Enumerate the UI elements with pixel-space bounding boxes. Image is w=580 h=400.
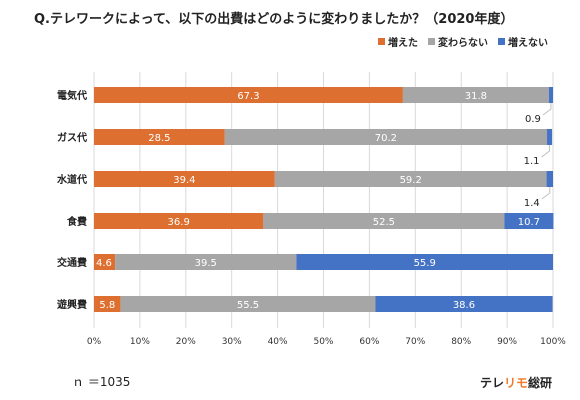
bar-5-2	[375, 296, 553, 312]
category-label-5: 遊興費	[57, 298, 87, 311]
bar-2-2	[546, 171, 553, 187]
data-label-1-0: 28.5	[148, 133, 170, 144]
data-label-5-1: 55.5	[237, 300, 259, 311]
legend: 増えた 変わらない 増えない	[378, 34, 548, 49]
bar-0-1	[402, 87, 549, 103]
callout-line-1	[541, 145, 551, 158]
bar-1-0	[94, 129, 225, 145]
legend-label-increased: 増えた	[388, 38, 418, 49]
callout-line-0	[542, 103, 552, 116]
bar-3-2	[504, 213, 554, 229]
category-label-2: 水道代	[56, 173, 87, 186]
legend-label-decreased: 増えない	[508, 38, 548, 49]
sample-size-note: ｎ ＝1035	[72, 375, 131, 389]
bar-5-1	[120, 296, 376, 312]
data-label-2-1: 59.2	[400, 175, 422, 186]
legend-item-decreased: 増えない	[498, 34, 548, 49]
data-label-4-0: 4.6	[96, 258, 112, 269]
category-label-3: 食費	[66, 215, 87, 228]
data-label-5-2: 38.6	[453, 300, 475, 311]
data-label-0-2: 0.9	[525, 114, 541, 125]
brand-part-3: 総研	[528, 376, 553, 390]
data-label-0-1: 31.8	[465, 91, 487, 102]
brand-logo: テレリモ総研	[480, 374, 552, 391]
x-tick-label-2: 20%	[176, 337, 196, 347]
bar-2-0	[94, 171, 275, 187]
category-label-0: 電気代	[57, 89, 87, 102]
data-label-3-1: 52.5	[373, 217, 395, 228]
bar-0-0	[94, 87, 403, 103]
bar-4-1	[115, 254, 297, 270]
legend-item-unchanged: 変わらない	[428, 34, 488, 49]
x-tick-label-5: 50%	[313, 337, 333, 347]
brand-part-2: リモ	[504, 376, 529, 390]
callout-line-2	[541, 187, 551, 200]
bar-2-1	[274, 171, 547, 187]
x-tick-label-0: 0%	[87, 337, 102, 347]
data-label-2-0: 39.4	[173, 175, 195, 186]
x-tick-label-1: 10%	[130, 337, 150, 347]
legend-swatch-unchanged	[428, 38, 435, 45]
data-label-1-1: 70.2	[375, 133, 397, 144]
legend-item-increased: 増えた	[378, 34, 418, 49]
bar-4-2	[296, 254, 553, 270]
category-label-4: 交通費	[57, 256, 87, 269]
legend-label-unchanged: 変わらない	[438, 38, 488, 49]
x-tick-label-8: 80%	[451, 337, 471, 347]
bar-4-0	[94, 254, 116, 270]
data-label-0-0: 67.3	[237, 91, 259, 102]
data-label-3-2: 10.7	[518, 217, 540, 228]
x-tick-label-3: 30%	[222, 337, 242, 347]
data-label-5-0: 5.8	[99, 300, 115, 311]
x-tick-label-6: 60%	[359, 337, 379, 347]
bar-1-2	[547, 129, 553, 145]
bar-0-2	[548, 87, 553, 103]
data-label-4-2: 55.9	[414, 258, 436, 269]
brand-part-1: テレ	[480, 376, 505, 390]
x-tick-label-10: 100%	[540, 337, 566, 347]
data-label-1-2: 1.1	[524, 156, 540, 167]
bar-5-0	[94, 296, 121, 312]
x-tick-label-9: 90%	[497, 337, 517, 347]
category-label-1: ガス代	[57, 131, 87, 144]
bar-1-1	[224, 129, 548, 145]
x-tick-label-4: 40%	[268, 337, 288, 347]
bar-3-1	[263, 213, 505, 229]
bar-3-0	[94, 213, 264, 229]
x-tick-label-7: 70%	[405, 337, 425, 347]
data-label-3-0: 36.9	[168, 217, 190, 228]
chart-title: Q.テレワークによって、以下の出費はどのように変わりましたか？（2020年度）	[34, 12, 514, 27]
legend-swatch-decreased	[498, 38, 505, 45]
legend-swatch-increased	[378, 38, 385, 45]
data-label-2-2: 1.4	[524, 198, 540, 209]
data-label-4-1: 39.5	[195, 258, 217, 269]
